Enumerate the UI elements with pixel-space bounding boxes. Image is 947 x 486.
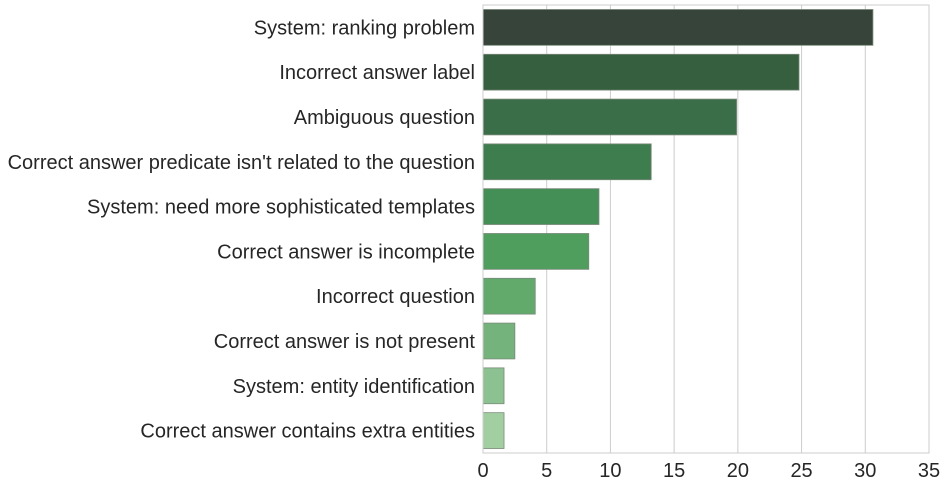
category-label: Correct answer predicate isn't related t… <box>8 152 475 174</box>
category-label: Ambiguous question <box>294 107 475 129</box>
category-label: Correct answer is incomplete <box>217 241 475 263</box>
x-tick-label: 35 <box>918 460 940 482</box>
category-label: Correct answer is not present <box>214 331 476 353</box>
category-label: System: entity identification <box>233 376 475 398</box>
bar-8 <box>482 322 516 360</box>
bar-layer <box>482 9 874 449</box>
category-label: Incorrect answer label <box>279 62 475 84</box>
plot-frame <box>482 4 930 454</box>
bar-3 <box>482 98 737 136</box>
x-tick-label: 25 <box>790 460 812 482</box>
bar-6 <box>482 233 590 270</box>
category-labels: System: ranking problem Incorrect answer … <box>8 17 476 442</box>
x-tick-label: 30 <box>854 460 876 482</box>
bar-7 <box>482 277 536 315</box>
bar-1 <box>482 9 874 46</box>
x-tick-labels: 0 5 10 15 20 25 30 35 <box>477 460 940 482</box>
x-tick-label: 0 <box>477 460 488 482</box>
bar-9 <box>482 367 505 405</box>
x-tick-label: 20 <box>727 460 749 482</box>
bar-10 <box>482 412 505 449</box>
category-label: Correct answer contains extra entities <box>140 421 475 443</box>
x-tick-label: 10 <box>599 460 621 482</box>
category-label: System: need more sophisticated template… <box>87 197 475 219</box>
bar-5 <box>482 188 600 225</box>
bar-4 <box>482 143 652 181</box>
x-tick-label: 5 <box>541 460 552 482</box>
x-tick-label: 15 <box>663 460 685 482</box>
category-label: System: ranking problem <box>254 17 475 39</box>
bar-2 <box>482 53 800 91</box>
category-label: Incorrect question <box>316 286 475 308</box>
